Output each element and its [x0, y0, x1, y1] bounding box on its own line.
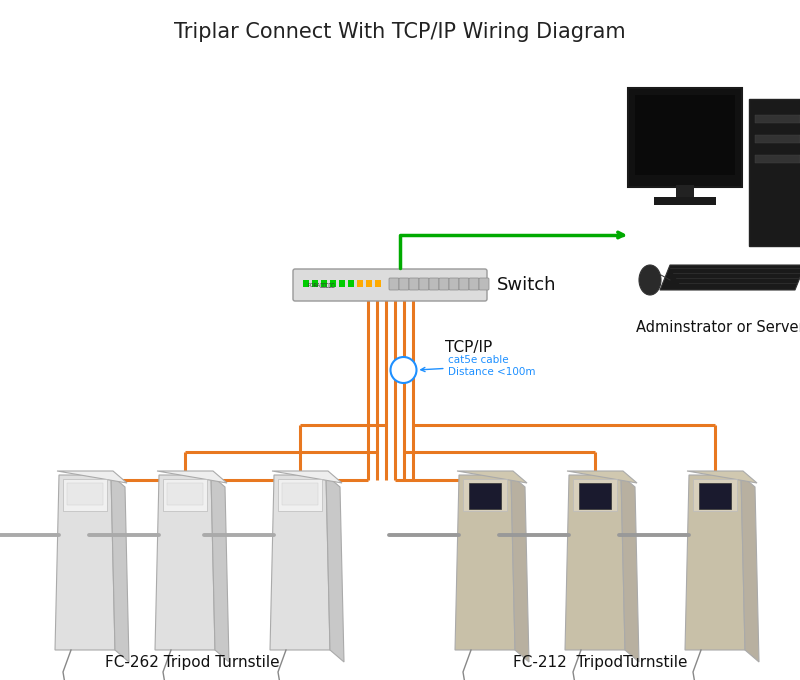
Text: TCP/IP: TCP/IP [445, 340, 492, 355]
Ellipse shape [639, 265, 661, 295]
Polygon shape [326, 475, 344, 662]
Polygon shape [565, 475, 625, 650]
Text: cat5e cable
Distance <100m: cat5e cable Distance <100m [421, 355, 536, 377]
Polygon shape [455, 475, 515, 650]
Polygon shape [155, 475, 215, 650]
FancyBboxPatch shape [399, 278, 409, 290]
Bar [463, 479, 507, 511]
Polygon shape [111, 475, 129, 662]
Polygon shape [457, 471, 527, 483]
Bar [469, 483, 501, 509]
Bar [693, 479, 737, 511]
Bar [63, 479, 107, 511]
Polygon shape [57, 471, 127, 483]
Bar [303, 280, 309, 287]
Bar [321, 280, 327, 287]
Polygon shape [687, 471, 757, 483]
Polygon shape [621, 475, 639, 662]
FancyBboxPatch shape [429, 278, 439, 290]
Bar [699, 483, 731, 509]
Text: Switch: Switch [497, 276, 557, 294]
Polygon shape [55, 475, 115, 650]
Bar [167, 483, 203, 505]
FancyBboxPatch shape [479, 278, 489, 290]
Bar [339, 280, 345, 287]
FancyBboxPatch shape [449, 278, 459, 290]
FancyBboxPatch shape [469, 278, 479, 290]
Bar [278, 479, 322, 511]
Polygon shape [157, 471, 227, 483]
Polygon shape [685, 475, 745, 650]
Bar [67, 483, 103, 505]
Bar [755, 135, 800, 143]
Bar [357, 280, 363, 287]
Bar [755, 155, 800, 163]
Bar [312, 280, 318, 287]
Polygon shape [741, 475, 759, 662]
Polygon shape [270, 475, 330, 650]
Text: FC-212  TripodTurnstile: FC-212 TripodTurnstile [513, 655, 687, 670]
Bar [676, 185, 694, 199]
Bar [573, 479, 617, 511]
Bar [755, 115, 800, 123]
FancyBboxPatch shape [439, 278, 449, 290]
FancyBboxPatch shape [628, 88, 742, 187]
FancyBboxPatch shape [749, 99, 800, 246]
Bar [330, 280, 336, 287]
FancyBboxPatch shape [293, 269, 487, 301]
Bar [654, 197, 716, 205]
FancyBboxPatch shape [419, 278, 429, 290]
Polygon shape [511, 475, 529, 662]
Text: PORA退出控制器: PORA退出控制器 [307, 284, 334, 288]
Bar [348, 280, 354, 287]
Polygon shape [567, 471, 637, 483]
Bar [282, 483, 318, 505]
Polygon shape [660, 265, 800, 290]
Text: Triplar Connect With TCP/IP Wiring Diagram: Triplar Connect With TCP/IP Wiring Diagr… [174, 22, 626, 42]
FancyBboxPatch shape [459, 278, 469, 290]
Polygon shape [272, 471, 342, 483]
Bar [579, 483, 611, 509]
Polygon shape [211, 475, 229, 662]
FancyBboxPatch shape [409, 278, 419, 290]
Text: FC-262 Tripod Turnstile: FC-262 Tripod Turnstile [105, 655, 280, 670]
Bar [366, 280, 372, 287]
Text: Adminstrator or Server: Adminstrator or Server [636, 320, 800, 335]
Bar [375, 280, 381, 287]
Bar [163, 479, 207, 511]
Bar [635, 95, 735, 175]
FancyBboxPatch shape [389, 278, 399, 290]
Circle shape [390, 357, 417, 383]
